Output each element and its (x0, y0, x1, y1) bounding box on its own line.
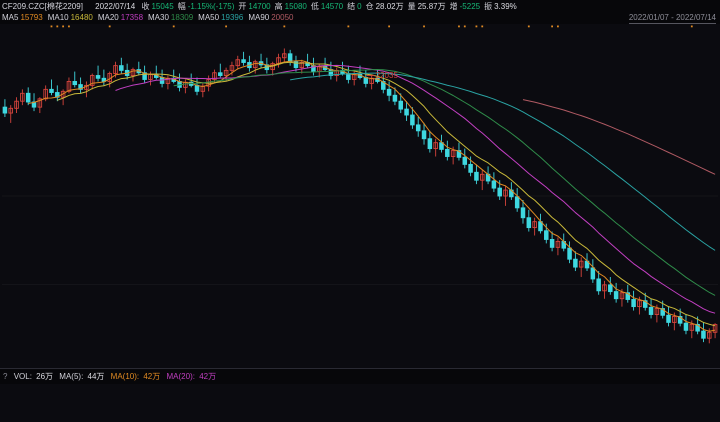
ma-legend-label-ma5: MA5 (2, 13, 19, 22)
quote-field-value-4: 14570 (320, 2, 344, 11)
quote-field-label-7: 量 (407, 2, 416, 11)
quote-field-value-5: 0 (357, 2, 362, 11)
quote-field-label-4: 低 (310, 2, 319, 11)
vol-label: VOL: (13, 372, 32, 381)
ma-legend-items: MA5 15793 MA10 16480 MA20 17358 MA30 18309 MA50 1… (0, 12, 293, 23)
vol-ma20-value: 42万 (199, 372, 217, 381)
volume-svg (0, 384, 720, 422)
date-range-label: 2022/01/07 - 2022/07/14 (628, 13, 716, 24)
quote-field-label-5: 结 (347, 2, 356, 11)
ma-legend-label-ma90: MA90 (248, 13, 270, 22)
help-icon[interactable]: ? (3, 372, 8, 381)
quote-fields: 收 15045 幅 -1.15%(-175) 开 14700 高 15080 低 14570 结 0 仓… (137, 1, 516, 12)
ma-line-ma10 (57, 61, 716, 327)
ma-legend-label-ma10: MA10 (47, 13, 69, 22)
price-chart-pane[interactable]: 22035 14570 (0, 24, 720, 368)
ma-line-ma90 (522, 99, 716, 175)
ma-legend-row: MA5 15793 MA10 16480 MA20 17358 MA30 18309 MA50 1… (0, 12, 720, 23)
ma-legend-value-ma10: 16480 (70, 13, 93, 22)
quote-field-value-3: 15080 (284, 2, 307, 11)
vol-ma5-label: MA(5): (59, 372, 84, 381)
ma-line-ma30 (173, 68, 716, 296)
quote-field-value-1: -1.15%(-175) (187, 2, 235, 11)
instrument-title: CF209.CZC[棉花2209] (2, 2, 83, 11)
quote-field-label-0: 收 (141, 2, 150, 11)
quote-field-value-6: 28.02万 (375, 2, 404, 11)
quote-field-value-7: 25.87万 (417, 2, 446, 11)
quote-field-value-0: 15045 (151, 2, 174, 11)
ma-legend-label-ma30: MA30 (148, 13, 169, 22)
event-markers (50, 25, 693, 28)
quote-field-value-9: 3.39% (494, 2, 517, 11)
quote-field-value-8: -5225 (459, 2, 481, 11)
vol-ma10-value: 42万 (143, 372, 161, 381)
quote-field-value-2: 14700 (248, 2, 271, 11)
quote-field-label-3: 高 (274, 2, 283, 11)
ma-legend-value-ma90: 20050 (271, 13, 294, 22)
ma-line-ma20 (115, 64, 716, 314)
ma-line-ma50 (290, 72, 716, 251)
quote-field-label-2: 开 (238, 2, 247, 11)
quote-field-label-6: 仓 (365, 2, 374, 11)
ma-legend-value-ma5: 15793 (20, 13, 43, 22)
ma-line-ma5 (28, 60, 716, 332)
volume-header-row: ? VOL: 26万 MA(5): 44万 MA(10): 42万 MA(20)… (0, 371, 720, 383)
quote-date: 2022/07/14 (95, 2, 136, 11)
ma-legend-label-ma50: MA50 (198, 13, 220, 22)
quote-field-label-1: 幅 (177, 2, 186, 11)
quote-header-row: CF209.CZC[棉花2209] 2022/07/14 收 15045 幅 -1.1… (0, 1, 720, 12)
vol-ma10-label: MA(10): (110, 372, 140, 381)
quote-field-label-9: 振 (484, 2, 493, 11)
quote-field-label-8: 增 (449, 2, 458, 11)
ma-legend-value-ma30: 18309 (170, 13, 194, 22)
ma-legend-value-ma50: 19396 (221, 13, 244, 22)
ma-legend-label-ma20: MA20 (97, 13, 119, 22)
ma-legend-value-ma20: 17358 (120, 13, 144, 22)
vol-ma5-value: 44万 (87, 372, 105, 381)
volume-chart-pane[interactable] (0, 384, 720, 422)
candlestick-svg (2, 25, 718, 344)
vol-value: 26万 (36, 372, 54, 381)
pane-divider (0, 368, 720, 369)
high-price-annotation: 22035 (375, 70, 398, 80)
vol-ma20-label: MA(20): (166, 372, 195, 381)
